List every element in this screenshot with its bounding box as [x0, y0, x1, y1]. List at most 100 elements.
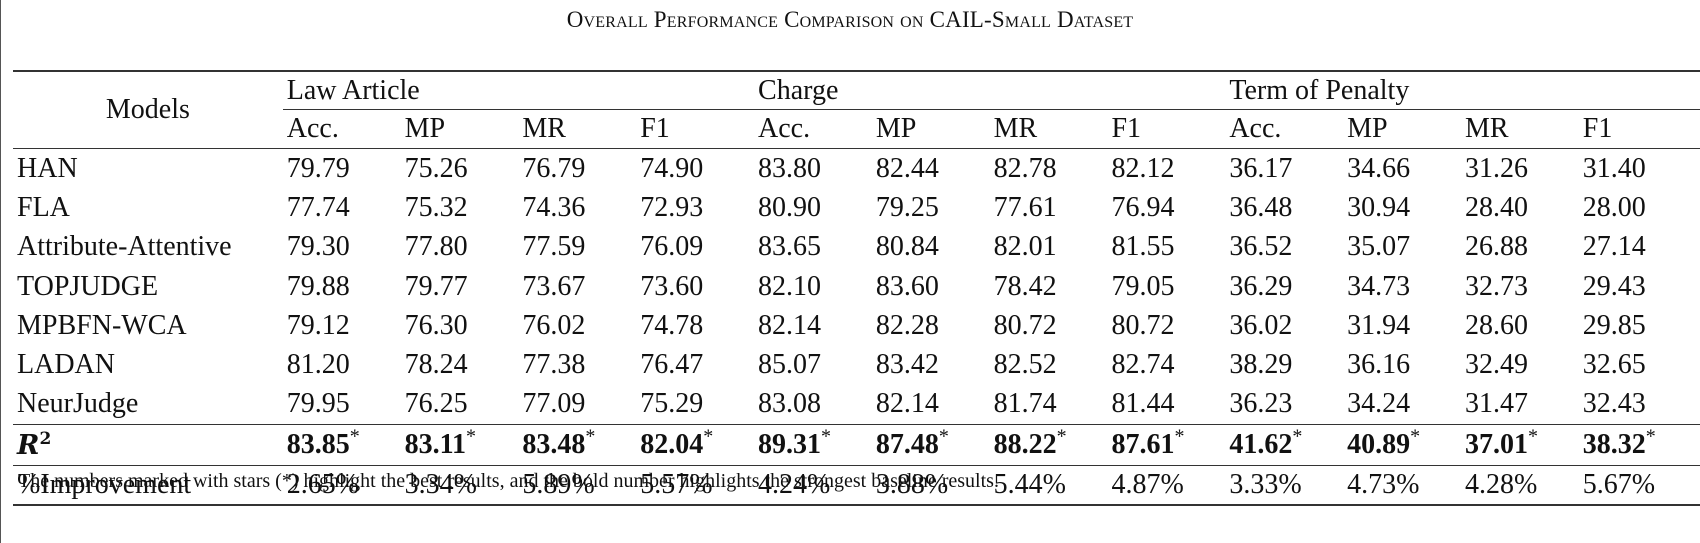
- table-row: NeurJudge 79.95 76.25 77.09 75.29 83.08 82.14 8…: [13, 385, 1700, 425]
- table-cell: 77.80: [404, 231, 468, 263]
- table-cell: 36.52: [1229, 231, 1293, 263]
- metric-header: F1: [1578, 109, 1700, 149]
- table-cell: 81.55: [1111, 231, 1175, 263]
- group-header-law-article: Law Article: [282, 70, 755, 110]
- table-cell: 77.74: [286, 191, 350, 223]
- table-caption: Overall Performance Comparison on CAIL-S…: [566, 7, 1134, 32]
- improvement-cell: 3.33%: [1225, 465, 1344, 507]
- metric-header: MR: [989, 109, 1108, 149]
- table-cell: 77.38: [522, 349, 586, 381]
- table-cell: 77.09: [522, 388, 586, 420]
- table-row: Attribute-Attentive 79.30 77.80 77.59 76.09 8…: [13, 228, 1700, 267]
- table-cell: 83.08: [758, 388, 822, 420]
- table-row: MPBFN-WCA 79.12 76.30 76.02 74.78 82.14 82.28 8…: [13, 306, 1700, 345]
- r2-cell: 40.89*: [1343, 424, 1461, 466]
- r2-cell: 41.62*: [1225, 424, 1344, 466]
- improvement-cell: 5.67%: [1578, 465, 1700, 507]
- table-row: LADAN 81.20 78.24 77.38 76.47 85.07 83.42 82.52…: [13, 345, 1700, 384]
- r2-cell: 87.48*: [871, 424, 990, 466]
- table-cell: 82.10: [758, 270, 822, 302]
- table-cell: 28.00: [1582, 191, 1646, 223]
- table-cell: 82.28: [875, 309, 939, 341]
- table-cell: 75.26: [400, 148, 519, 189]
- table-cell: 35.07: [1347, 231, 1411, 263]
- table-cell: 72.93: [640, 191, 704, 223]
- table-cell: 81.74: [993, 388, 1057, 420]
- table-cell: 30.94: [1347, 191, 1411, 223]
- table-cell: 36.29: [1229, 270, 1293, 302]
- table-cell: 36.23: [1229, 388, 1293, 420]
- table-cell: 79.95: [286, 388, 350, 420]
- improvement-cell: 4.87%: [1107, 465, 1226, 507]
- table-cell: 82.44: [871, 148, 990, 189]
- table-cell: 36.17: [1225, 148, 1344, 189]
- table-cell: 32.73: [1464, 270, 1528, 302]
- table-cell: 83.60: [875, 270, 939, 302]
- table-cell: 80.72: [1111, 309, 1175, 341]
- group-header-term-of-penalty: Term of Penalty: [1225, 70, 1700, 110]
- r2-cell: 83.85*: [282, 424, 401, 466]
- metric-header: F1: [636, 109, 755, 149]
- table-cell: 76.79: [518, 148, 637, 189]
- metric-header: MP: [400, 109, 519, 149]
- improvement-cell: 5.57%: [636, 465, 755, 507]
- table-cell: 79.05: [1111, 270, 1175, 302]
- r2-label: R2: [13, 424, 283, 466]
- model-name: HAN: [13, 148, 283, 189]
- table-cell: 74.90: [636, 148, 755, 189]
- metric-header: MR: [518, 109, 637, 149]
- model-name: MPBFN-WCA: [17, 309, 187, 341]
- group-header-row: Models Law Article Charge Term of Penalt…: [13, 70, 1700, 149]
- table-cell: 82.74: [1111, 349, 1175, 381]
- improvement-cell: 4.28%: [1460, 465, 1579, 507]
- table-cell: 85.07: [758, 349, 822, 381]
- table-cell: 29.85: [1582, 309, 1646, 341]
- table-cell: 74.78: [640, 309, 704, 341]
- table-cell: 80.90: [758, 191, 822, 223]
- table-cell: 80.84: [875, 231, 939, 263]
- table-row: TOPJUDGE 79.88 79.77 73.67 73.60 82.10 83.60 78…: [13, 267, 1700, 306]
- table-cell: 79.25: [875, 191, 939, 223]
- model-name: FLA: [17, 191, 70, 223]
- table-cell: 82.52: [993, 349, 1057, 381]
- table-cell: 77.59: [522, 231, 586, 263]
- table-cell: 78.24: [404, 349, 468, 381]
- table-cell: 79.12: [286, 309, 350, 341]
- table-cell: 34.73: [1347, 270, 1411, 302]
- table-cell: 81.20: [286, 349, 350, 381]
- r2-cell: 87.61*: [1107, 424, 1226, 466]
- table-cell: 76.25: [404, 388, 468, 420]
- table-cell: 76.02: [522, 309, 586, 341]
- table-cell: 36.48: [1229, 191, 1293, 223]
- r2-cell: 83.11*: [400, 424, 519, 466]
- improvement-cell: 2.65%: [282, 465, 401, 507]
- r2-cell: 37.01*: [1460, 424, 1579, 466]
- table-cell: 76.47: [640, 349, 704, 381]
- table-cell: 31.26: [1460, 148, 1579, 189]
- improvement-cell: 3.34%: [400, 465, 519, 507]
- table-cell: 78.42: [993, 270, 1057, 302]
- models-header: Models: [13, 70, 283, 149]
- table-cell: 75.29: [640, 388, 704, 420]
- table-footnote: The numbers marked with stars (*) highli…: [18, 470, 999, 492]
- table-cell: 76.30: [404, 309, 468, 341]
- table-cell: 79.30: [286, 231, 350, 263]
- metric-header: F1: [1107, 109, 1226, 149]
- table-cell: 73.67: [522, 270, 586, 302]
- table-cell: 28.40: [1464, 191, 1528, 223]
- metric-header: Acc.: [1225, 109, 1344, 149]
- improvement-cell: 5.89%: [518, 465, 637, 507]
- improvement-cell: 4.73%: [1343, 465, 1461, 507]
- improvement-label: %Improvement: [13, 465, 283, 507]
- table-cell: 34.24: [1347, 388, 1411, 420]
- table-row: FLA 77.74 75.32 74.36 72.93 80.90 79.25 77.61 76…: [13, 188, 1700, 227]
- metric-header: MP: [1343, 109, 1461, 149]
- table-cell: 82.14: [758, 309, 822, 341]
- table-cell: 82.78: [989, 148, 1108, 189]
- r2-cell: 88.22*: [989, 424, 1108, 466]
- left-border: [0, 0, 1, 543]
- performance-table: Models Law Article Charge Term of Penalt…: [13, 70, 1700, 507]
- improvement-cell: 3.88%: [871, 465, 990, 507]
- metric-header: Acc.: [754, 109, 872, 149]
- table-cell: 38.29: [1229, 349, 1293, 381]
